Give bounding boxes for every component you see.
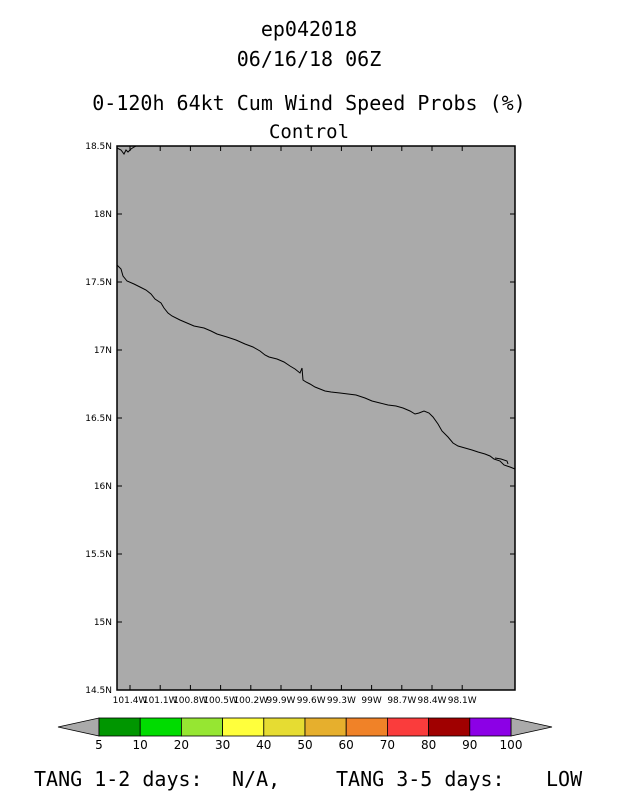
colorbar-segment [98, 717, 141, 737]
colorbar-segment [386, 717, 429, 737]
colorbar-label: 30 [215, 738, 230, 752]
colorbar-label: 20 [174, 738, 189, 752]
coastline-main [116, 264, 516, 470]
lat-tick-label: 17.5N [85, 278, 112, 288]
tang-3-5-value: LOW [546, 767, 583, 791]
lat-tick-label: 15N [94, 618, 112, 628]
colorbar-label: 90 [462, 738, 477, 752]
colorbar-segment [304, 717, 347, 737]
colorbar-label: 80 [421, 738, 436, 752]
colorbar-label: 100 [500, 738, 523, 752]
map-panel: 18.5N 18N 17.5N 17N 16.5N 16N 15.5N 15N 14.5N 10… [85, 142, 516, 706]
lat-tick-label: 14.5N [85, 686, 112, 696]
coastline-top-left [116, 145, 137, 155]
lat-tick-label: 17N [94, 346, 112, 356]
lon-tick-label: 99.3W [327, 696, 356, 706]
colorbar-segment [345, 717, 388, 737]
lat-tick-label: 16.5N [85, 414, 112, 424]
lat-tick-label: 18N [94, 210, 112, 220]
lon-tick-label: 101.1W [143, 696, 178, 706]
lon-tick-label: 100.2W [233, 696, 268, 706]
colorbar-segment [139, 717, 182, 737]
latitude-ticks: 18.5N 18N 17.5N 17N 16.5N 16N 15.5N 15N 14.5N [85, 142, 515, 696]
run-label: Control [268, 121, 350, 143]
colorbar-label: 50 [297, 738, 312, 752]
colorbar-left-arrow [57, 717, 100, 737]
lat-tick-label: 15.5N [85, 550, 112, 560]
lat-tick-label: 18.5N [85, 142, 112, 152]
colorbar-label: 5 [95, 738, 103, 752]
colorbar-segment [469, 717, 512, 737]
colorbar-segment [428, 717, 471, 737]
tang-1-2-label: TANG 1-2 days: [34, 767, 203, 791]
lon-tick-label: 98.7W [387, 696, 416, 706]
colorbar-labels: 5 10 20 30 40 50 60 70 80 90 100 [95, 738, 522, 752]
lon-tick-label: 100.5W [203, 696, 238, 706]
colorbar-label: 10 [133, 738, 148, 752]
lon-tick-label: 99.6W [297, 696, 326, 706]
colorbar-label: 40 [256, 738, 271, 752]
colorbar-segments [98, 717, 512, 737]
lon-tick-label: 99W [361, 696, 381, 706]
colorbar-label: 60 [339, 738, 354, 752]
lon-tick-label: 98.4W [418, 696, 447, 706]
colorbar-segment [263, 717, 306, 737]
tang-3-5-label: TANG 3-5 days: [336, 767, 505, 791]
lon-tick-label: 99.9W [267, 696, 296, 706]
colorbar-segment [180, 717, 223, 737]
colorbar-segment [222, 717, 265, 737]
lat-tick-label: 16N [94, 482, 112, 492]
lon-tick-label: 100.8W [173, 696, 208, 706]
colorbar-right-arrow [510, 717, 553, 737]
storm-id: ep042018 [260, 17, 358, 41]
timestamp: 06/16/18 06Z [236, 47, 382, 71]
product-title: 0-120h 64kt Cum Wind Speed Probs (%) [92, 91, 526, 115]
lon-tick-label: 98.1W [448, 696, 477, 706]
map-figure: 18.5N 18N 17.5N 17N 16.5N 16N 15.5N 15N 14.5N 10… [57, 142, 553, 752]
colorbar-label: 70 [380, 738, 395, 752]
lon-tick-label: 101.4W [113, 696, 148, 706]
colorbar: 5 10 20 30 40 50 60 70 80 90 100 [57, 717, 553, 752]
coastline-islet [494, 457, 509, 465]
map-background [117, 146, 515, 690]
tang-1-2-value: N/A, [232, 767, 281, 791]
